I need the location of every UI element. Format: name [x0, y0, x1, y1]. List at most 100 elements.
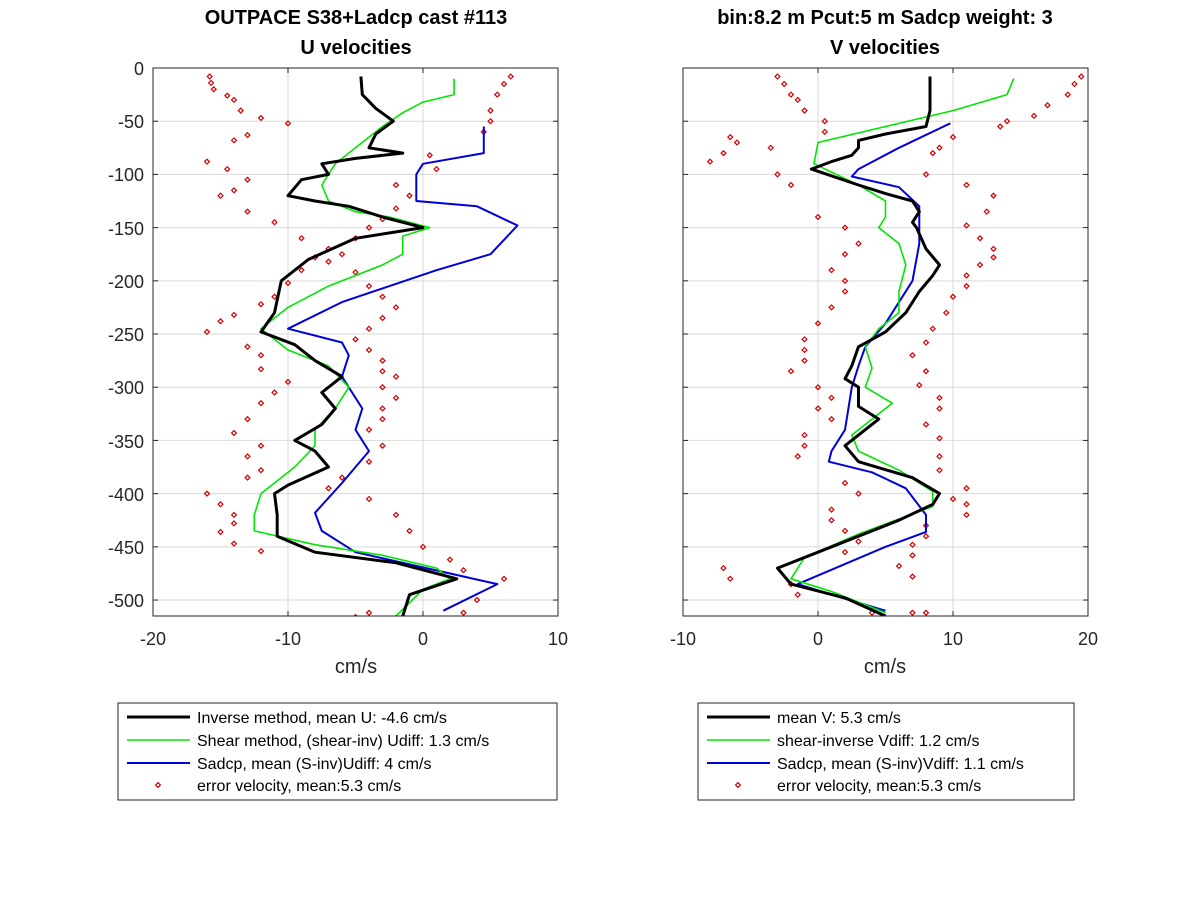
error-velocity-point [244, 474, 251, 481]
error-velocity-point [990, 245, 997, 253]
error-velocity-point [223, 165, 231, 173]
error-velocity-point [230, 540, 238, 547]
error-velocity-point [365, 224, 373, 231]
legend-marker-error [154, 781, 162, 789]
error-velocity-point [814, 320, 822, 327]
error-velocity-point [257, 300, 265, 308]
left-x-tick-label: -10 [275, 629, 301, 649]
error-velocity-point [365, 609, 373, 616]
left-x-tick-label: 0 [418, 629, 428, 649]
error-velocity-point [217, 528, 224, 536]
error-velocity-point [257, 442, 265, 450]
y-tick-label: -150 [108, 219, 144, 239]
error-velocity-point [338, 250, 346, 258]
error-velocity-point [841, 288, 849, 295]
error-velocity-point [814, 405, 822, 412]
right-title: bin:8.2 m Pcut:5 m Sadcp weight: 3 [717, 7, 1053, 29]
y-tick-label: -50 [118, 112, 144, 132]
error-velocity-point [325, 258, 332, 265]
error-velocity-point [271, 293, 278, 301]
error-velocity-point [257, 114, 265, 122]
error-velocity-point [922, 368, 930, 375]
error-velocity-point [787, 368, 795, 375]
error-velocity-point [821, 128, 829, 136]
right-subtitle: V velocities [830, 37, 940, 59]
left-ticks [152, 67, 559, 616]
error-velocity-point [963, 501, 970, 508]
legend-label: shear-inverse Vdiff: 1.2 cm/s [777, 733, 979, 750]
legend-box [697, 702, 1075, 801]
error-velocity-point [814, 383, 822, 391]
error-velocity-point [774, 73, 781, 80]
error-velocity-point [922, 609, 930, 616]
error-velocity-point [801, 431, 808, 439]
error-velocity-point [244, 343, 251, 351]
error-velocity-point [915, 381, 923, 389]
error-velocity-point [230, 511, 238, 519]
right-legend: mean V: 5.3 cm/s shear-inverse Vdiff: 1.… [697, 702, 1075, 801]
error-velocity-point [936, 466, 943, 474]
error-velocity-point [841, 479, 849, 487]
error-velocity-point [392, 181, 400, 189]
error-velocity-point [963, 511, 970, 519]
error-velocity-point [257, 399, 265, 407]
legend-label: Sadcp, mean (S-inv)Vdiff: 1.1 cm/s [777, 756, 1024, 773]
error-velocity-point [406, 527, 413, 535]
left-title: OUTPACE S38+Ladcp cast #113 [205, 7, 508, 29]
error-velocity-point [828, 516, 835, 524]
error-velocity-point [922, 339, 930, 346]
error-velocity-point [460, 566, 467, 574]
error-velocity-point [392, 205, 400, 212]
error-velocity-point [284, 120, 292, 127]
error-velocity-point [855, 538, 862, 545]
error-velocity-point [996, 123, 1004, 130]
error-velocity-point [1044, 101, 1051, 109]
error-velocity-point [990, 254, 997, 261]
error-velocity-point [706, 158, 714, 165]
error-velocity-point [828, 304, 835, 311]
error-velocity-point [379, 442, 386, 450]
error-velocity-point [828, 506, 835, 513]
error-velocity-point [446, 556, 454, 563]
error-velocity-point [352, 336, 359, 343]
error-velocity-point [480, 128, 488, 136]
error-velocity-point [1064, 91, 1072, 98]
error-velocity-point [244, 176, 251, 183]
error-velocity-point [1030, 112, 1038, 120]
error-velocity-point [271, 219, 278, 226]
legend-label: error velocity, mean:5.3 cm/s [777, 778, 981, 795]
error-velocity-point [244, 453, 251, 460]
error-velocity-point [909, 541, 916, 548]
error-velocity-point [237, 107, 245, 114]
error-velocity-point [223, 92, 231, 99]
error-velocity-point [949, 133, 957, 141]
error-velocity-point [284, 279, 292, 287]
left-x-axis-label: cm/s [335, 656, 377, 678]
left-subtitle: U velocities [300, 37, 411, 59]
error-velocity-point [936, 394, 943, 402]
error-velocity-point [1003, 117, 1011, 125]
y-tick-label: -500 [108, 591, 144, 611]
y-tick-label: -350 [108, 432, 144, 452]
error-velocity-point [909, 552, 916, 559]
sadcp-velocity-line [287, 126, 519, 612]
error-velocity-point [338, 474, 346, 481]
right-plot-lines [706, 73, 1085, 616]
error-velocity-point [1071, 80, 1078, 88]
error-velocity-point [733, 139, 741, 146]
error-velocity-point [257, 365, 265, 373]
error-velocity-point [720, 149, 727, 157]
error-velocity-point [963, 485, 970, 492]
error-velocity-point [828, 394, 835, 402]
left-y-tick-labels: 0 -50 -100 -150 -200 -250 -300 -350 -400… [108, 59, 144, 611]
error-velocity-point [936, 144, 943, 152]
error-velocity-point [828, 266, 835, 274]
error-velocity-point [206, 73, 213, 80]
error-velocity-point [352, 269, 359, 276]
error-velocity-point [500, 575, 508, 583]
y-tick-label: -450 [108, 538, 144, 558]
error-velocity-point [922, 171, 930, 178]
error-velocity-point [500, 80, 508, 88]
error-velocity-point [392, 511, 400, 519]
